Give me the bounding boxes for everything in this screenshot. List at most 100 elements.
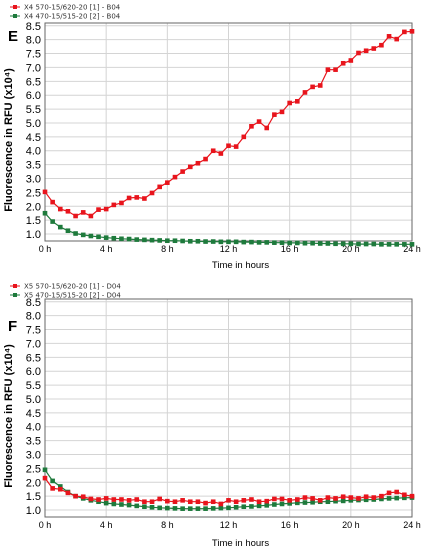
y-tick-label: 1.0 — [26, 229, 41, 241]
data-point — [333, 67, 338, 72]
data-point — [272, 502, 277, 507]
data-point — [165, 498, 170, 504]
data-point — [402, 29, 407, 35]
data-point — [96, 234, 101, 240]
data-point — [386, 496, 392, 501]
data-point — [103, 496, 109, 501]
legend-entry: X4 570-15/620-20 [1] - B04 — [24, 4, 121, 12]
data-point — [371, 495, 377, 500]
data-point — [256, 119, 262, 124]
data-point — [333, 241, 338, 247]
data-point — [249, 504, 254, 509]
data-point — [287, 501, 292, 506]
data-point — [157, 505, 162, 511]
data-point — [80, 232, 86, 238]
y-tick-label: 5.5 — [26, 104, 41, 116]
data-point — [180, 238, 185, 244]
chart-panel-e: 1.0 1.5 2.0 2.53.0 3.5 4.0 4.5 5.0 5.5 6.0 6.5 7.07… — [3, 4, 421, 272]
data-point — [149, 504, 155, 510]
data-point — [249, 124, 254, 129]
data-point — [195, 499, 201, 505]
data-point — [187, 164, 193, 170]
data-point — [287, 240, 292, 246]
data-point — [325, 241, 331, 246]
panel-letter: F — [8, 318, 17, 335]
data-point — [241, 134, 247, 140]
data-point — [142, 196, 147, 201]
data-point — [371, 241, 377, 247]
panel-letter: E — [8, 28, 18, 45]
legend-entry: X5 470-15/515-20 [2] - D04 — [24, 292, 121, 300]
y-tick-label: 2.0 — [26, 201, 41, 213]
data-point — [295, 240, 300, 246]
data-point — [340, 498, 346, 504]
data-point — [203, 500, 208, 506]
data-point — [57, 486, 63, 492]
chart-panel-f: 1.0 1.5 2.0 2.53.0 3.5 4.0 4.5 5.0 5.5 6.0 6.5 7.07… — [3, 283, 421, 550]
data-point — [42, 210, 48, 216]
data-point — [180, 506, 185, 511]
data-point — [295, 99, 300, 104]
y-tick-label: 4.5 — [26, 408, 41, 420]
data-point — [65, 208, 71, 214]
data-point — [80, 494, 86, 500]
data-point — [195, 238, 201, 244]
data-point — [379, 496, 384, 502]
legend-swatch-marker — [13, 284, 17, 288]
data-point — [394, 242, 400, 247]
data-point — [363, 497, 369, 503]
x-tick-label: 12 h — [220, 244, 238, 254]
data-point — [103, 206, 109, 212]
data-point — [409, 29, 415, 34]
x-tick-label: 8 h — [161, 244, 174, 254]
plot-frame — [44, 298, 413, 518]
data-point — [379, 242, 384, 247]
data-point — [310, 84, 315, 90]
x-tick-label: 24 h — [403, 244, 421, 254]
data-point — [203, 239, 208, 244]
data-point — [187, 499, 193, 505]
legend-swatch-marker — [13, 5, 17, 9]
y-tick-label: 6.5 — [26, 76, 41, 88]
data-point — [264, 125, 270, 131]
data-point — [42, 475, 48, 481]
data-point — [157, 184, 162, 190]
y-tick-label: 2.5 — [26, 463, 41, 475]
x-tick-label: 20 h — [342, 244, 360, 254]
data-point — [348, 241, 354, 247]
y-tick-label: 2.0 — [26, 477, 41, 489]
data-point — [386, 242, 392, 247]
data-point — [402, 492, 407, 498]
data-point — [149, 190, 155, 196]
data-point — [302, 240, 308, 246]
data-point — [317, 498, 323, 503]
data-point — [333, 496, 338, 501]
data-point — [142, 504, 147, 510]
y-tick-label: 6.5 — [26, 352, 41, 364]
data-point — [180, 498, 185, 503]
y-tick-label: 3.5 — [26, 436, 41, 448]
data-point — [111, 501, 117, 507]
x-tick-label: 4 h — [100, 520, 113, 530]
y-tick-label: 6.0 — [26, 90, 41, 102]
data-point — [126, 502, 132, 508]
data-point — [142, 237, 147, 243]
data-point — [57, 484, 63, 489]
data-point — [287, 498, 292, 503]
data-point — [57, 206, 63, 212]
legend-entry: X5 570-15/620-20 [1] - D04 — [24, 283, 121, 291]
data-point — [371, 46, 377, 51]
data-point — [165, 238, 170, 244]
data-point — [394, 36, 400, 42]
data-point — [348, 498, 354, 503]
data-point — [210, 506, 216, 511]
data-point — [119, 502, 124, 507]
series-green — [42, 210, 415, 247]
data-point — [96, 497, 101, 502]
data-point — [249, 497, 254, 502]
data-point — [264, 498, 270, 504]
x-tick-label: 16 h — [281, 244, 299, 254]
data-point — [302, 500, 308, 505]
x-tick-label: 12 h — [220, 520, 238, 530]
